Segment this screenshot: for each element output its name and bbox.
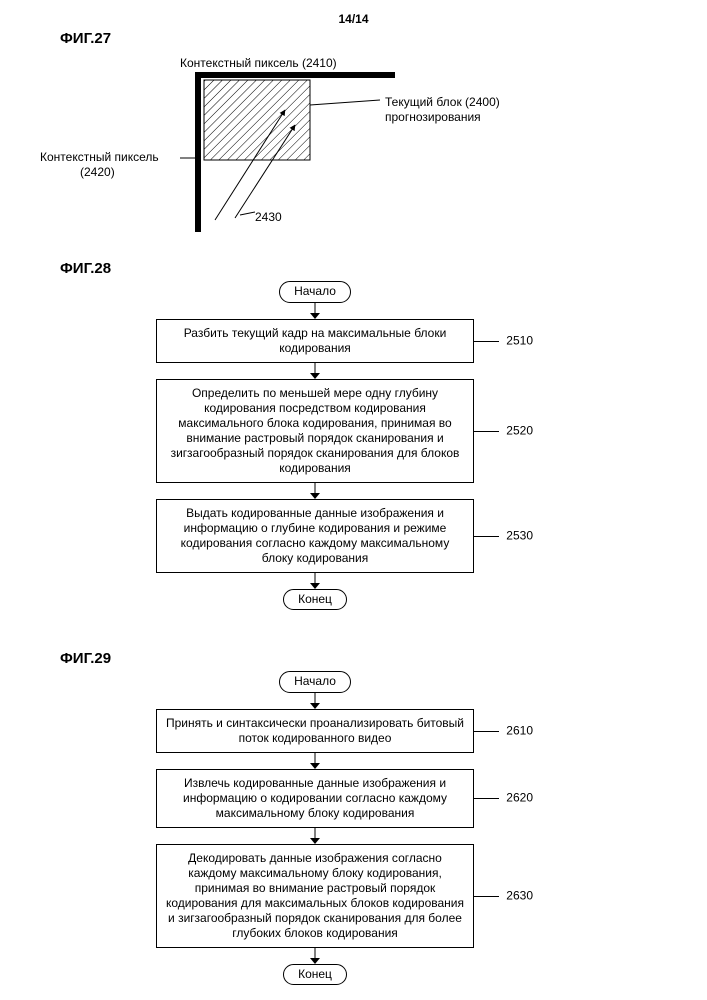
fig29-end: Конец: [283, 964, 347, 986]
arrow-down: [315, 303, 316, 319]
fig28-start: Начало: [279, 281, 351, 303]
arrow-down: [315, 828, 316, 844]
fig29-step-2630-num: 2630: [506, 888, 533, 903]
fig29-step-2620-text: Извлечь кодированные данные изображения …: [183, 776, 447, 820]
fig27-diagram: [60, 30, 660, 250]
leader: [473, 341, 499, 343]
fig29-step-2610-num: 2610: [506, 723, 533, 738]
fig29: ФИГ.29 Начало Принять и синтаксически пр…: [60, 650, 550, 985]
arrow-down: [315, 483, 316, 499]
arrow-down: [315, 693, 316, 709]
leader: [473, 431, 499, 433]
fig28-step-2530: Выдать кодированные данные изображения и…: [156, 499, 474, 573]
fig29-step-2630-text: Декодировать данные изображения согласно…: [166, 851, 464, 940]
fig28-step-2510: Разбить текущий кадр на максимальные бло…: [156, 319, 474, 363]
fig28-end: Конец: [283, 589, 347, 611]
fig28-step-2520: Определить по меньшей мере одну глубину …: [156, 379, 474, 483]
fig28-title: ФИГ.28: [60, 260, 550, 277]
leader: [473, 731, 499, 733]
fig28-step-2520-num: 2520: [506, 423, 533, 438]
fig27: ФИГ.27 Контекстный пиксель (2410) Текущи…: [60, 30, 660, 51]
arrow-down: [315, 753, 316, 769]
fig29-step-2620-num: 2620: [506, 791, 533, 806]
page-number: 14/14: [338, 12, 368, 26]
leader: [473, 798, 499, 800]
fig29-title: ФИГ.29: [60, 650, 550, 667]
fig28-step-2530-text: Выдать кодированные данные изображения и…: [181, 506, 450, 565]
fig28-step-2530-num: 2530: [506, 528, 533, 543]
fig29-step-2610: Принять и синтаксически проанализировать…: [156, 709, 474, 753]
fig29-step-2630: Декодировать данные изображения согласно…: [156, 844, 474, 948]
leader: [473, 536, 499, 538]
fig28: ФИГ.28 Начало Разбить текущий кадр на ма…: [60, 260, 550, 610]
arrow-down: [315, 948, 316, 964]
fig29-step-2620: Извлечь кодированные данные изображения …: [156, 769, 474, 828]
fig28-step-2510-num: 2510: [506, 333, 533, 348]
arrow-down: [315, 573, 316, 589]
fig29-step-2610-text: Принять и синтаксически проанализировать…: [166, 716, 464, 745]
fig28-step-2520-text: Определить по меньшей мере одну глубину …: [171, 386, 460, 475]
leader: [473, 896, 499, 898]
fig29-start: Начало: [279, 671, 351, 693]
fig28-step-2510-text: Разбить текущий кадр на максимальные бло…: [184, 326, 447, 355]
arrow-down: [315, 363, 316, 379]
